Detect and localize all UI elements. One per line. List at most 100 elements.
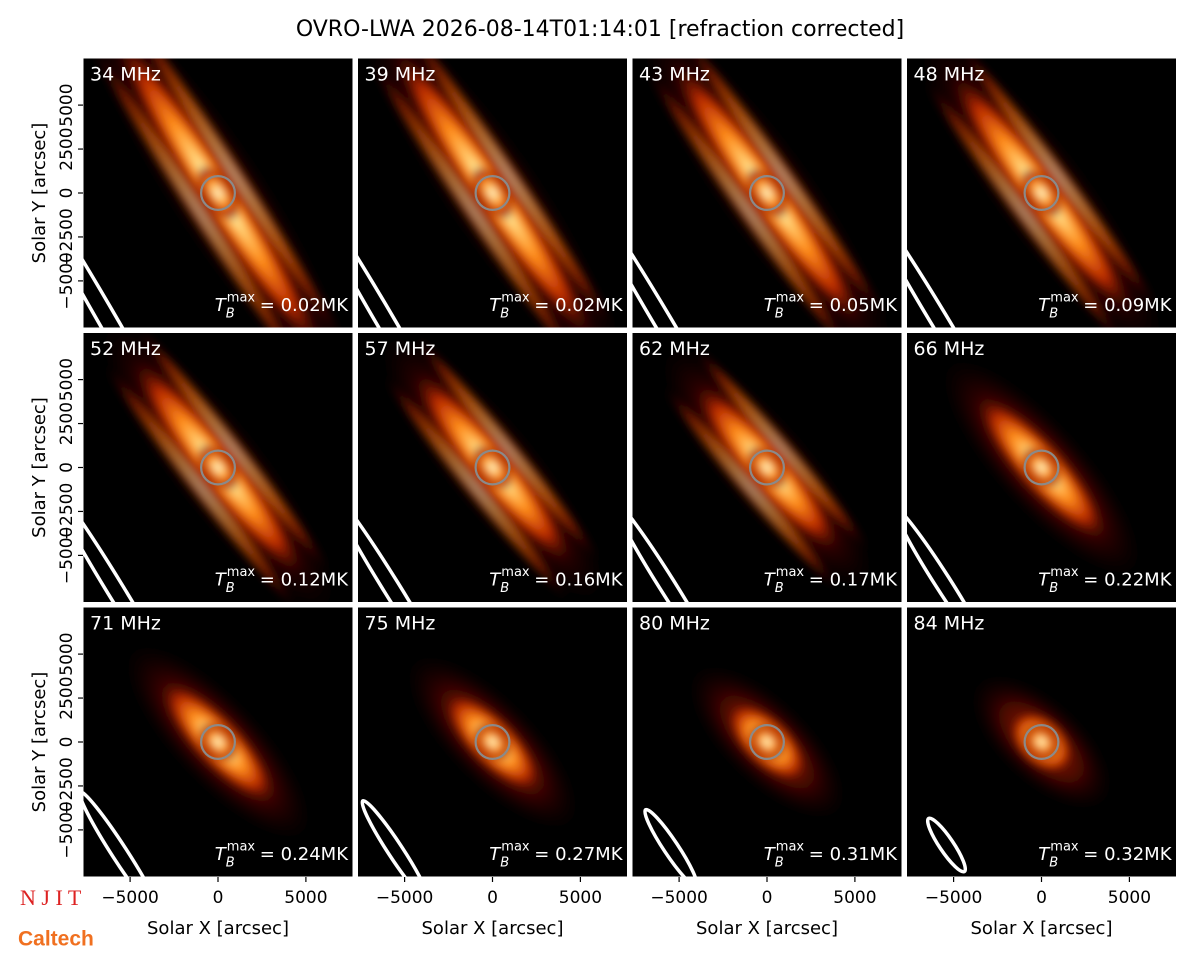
tb-superscript: max xyxy=(1050,840,1079,855)
tb-superscript: max xyxy=(227,291,256,306)
x-tick-label: −5000 xyxy=(650,888,708,908)
tb-value: = 0.16MK xyxy=(534,570,623,591)
panel xyxy=(906,58,1177,328)
tb-subscript: B xyxy=(775,581,784,596)
tb-superscript: max xyxy=(501,565,530,580)
solar-disk xyxy=(1023,449,1060,486)
tb-subscript: B xyxy=(226,307,235,322)
tb-subscript: B xyxy=(1049,307,1058,322)
panel xyxy=(83,607,353,877)
emission-streak xyxy=(679,58,887,320)
emission xyxy=(939,355,1144,580)
tb-symbol: T xyxy=(489,295,502,316)
beam xyxy=(632,497,723,603)
x-tick-label: 0 xyxy=(1036,888,1047,908)
panel xyxy=(632,332,902,603)
x-tick-label: 5000 xyxy=(1108,888,1151,908)
emission xyxy=(122,641,314,843)
y-tick-label: 5000 xyxy=(57,358,77,401)
tb-value: = 0.31MK xyxy=(809,844,898,865)
emission-streak xyxy=(125,58,345,328)
y-tick-label: 0 xyxy=(57,188,77,199)
panel xyxy=(83,332,353,603)
solar-disk xyxy=(200,175,236,211)
frequency-label: 66 MHz xyxy=(914,338,985,360)
tb-symbol: T xyxy=(489,844,502,865)
tb-value: = 0.17MK xyxy=(809,570,898,591)
tb-symbol: T xyxy=(215,844,228,865)
beam xyxy=(83,790,162,877)
emission-streak xyxy=(383,375,569,602)
x-tick-label: −5000 xyxy=(376,888,434,908)
tb-subscript: B xyxy=(775,307,784,322)
frequency-label: 43 MHz xyxy=(639,64,710,86)
tb-superscript: max xyxy=(227,565,256,580)
panel xyxy=(906,332,1177,603)
y-tick-label: 0 xyxy=(57,462,77,473)
emission-core xyxy=(746,445,788,490)
tb-value: = 0.02MK xyxy=(260,295,349,316)
emission-streak xyxy=(414,335,600,561)
beam xyxy=(357,488,454,603)
frequency-label: 52 MHz xyxy=(90,338,161,360)
emission xyxy=(359,58,626,328)
tb-subscript: B xyxy=(1049,856,1058,871)
tb-value: = 0.22MK xyxy=(1083,570,1172,591)
frequency-label: 71 MHz xyxy=(90,613,161,635)
solar-disk xyxy=(749,449,785,486)
solar-disk xyxy=(474,724,511,760)
x-axis-label: Solar X [arcsec] xyxy=(147,918,289,939)
tb-value: = 0.02MK xyxy=(534,295,623,316)
beam xyxy=(83,479,184,603)
emission-streak xyxy=(402,58,616,328)
y-tick-label: −5000 xyxy=(57,801,77,859)
x-tick-label: −5000 xyxy=(101,888,159,908)
tb-superscript: max xyxy=(501,291,530,306)
beam xyxy=(632,185,744,328)
y-tick-label: −5000 xyxy=(57,252,77,310)
x-axis-label: Solar X [arcsec] xyxy=(971,918,1113,939)
emission-core xyxy=(197,443,239,492)
emission xyxy=(98,332,338,603)
y-tick-label: 0 xyxy=(57,737,77,748)
chart-title: OVRO-LWA 2026-08-14T01:14:01 [refraction… xyxy=(296,17,904,42)
x-axis-label: Solar X [arcsec] xyxy=(422,918,564,939)
tb-subscript: B xyxy=(775,856,784,871)
tb-symbol: T xyxy=(1038,570,1051,591)
x-tick-label: −5000 xyxy=(925,888,983,908)
frequency-label: 62 MHz xyxy=(639,338,710,360)
tb-value: = 0.05MK xyxy=(809,295,898,316)
x-tick-label: 0 xyxy=(213,888,224,908)
beam xyxy=(360,798,431,877)
panel xyxy=(632,607,902,877)
tb-value: = 0.09MK xyxy=(1083,295,1172,316)
emission xyxy=(378,332,607,603)
y-axis-label: Solar Y [arcsec] xyxy=(29,672,50,813)
y-tick-label: 5000 xyxy=(57,632,77,675)
tb-symbol: T xyxy=(215,570,228,591)
x-tick-label: 0 xyxy=(487,888,498,908)
solar-disk xyxy=(749,724,785,760)
x-tick-label: 5000 xyxy=(284,888,327,908)
emission-streak xyxy=(90,58,309,328)
tb-value: = 0.24MK xyxy=(260,844,349,865)
emission-core xyxy=(1021,446,1062,489)
tb-symbol: T xyxy=(489,570,502,591)
tb-subscript: B xyxy=(500,307,509,322)
panel xyxy=(357,607,628,877)
y-tick-label: −2500 xyxy=(57,483,77,541)
panel xyxy=(357,332,628,603)
frequency-label: 48 MHz xyxy=(914,64,985,86)
tb-subscript: B xyxy=(226,581,235,596)
emission xyxy=(658,343,876,592)
y-axis-label: Solar Y [arcsec] xyxy=(29,123,50,264)
y-tick-label: −5000 xyxy=(57,527,77,585)
emission-streak xyxy=(956,58,1158,308)
tb-symbol: T xyxy=(764,570,777,591)
y-tick-label: 2500 xyxy=(57,127,77,170)
y-tick-label: −2500 xyxy=(57,757,77,815)
emission-streak xyxy=(136,332,330,572)
emission xyxy=(404,653,581,831)
frequency-label: 57 MHz xyxy=(365,338,436,360)
